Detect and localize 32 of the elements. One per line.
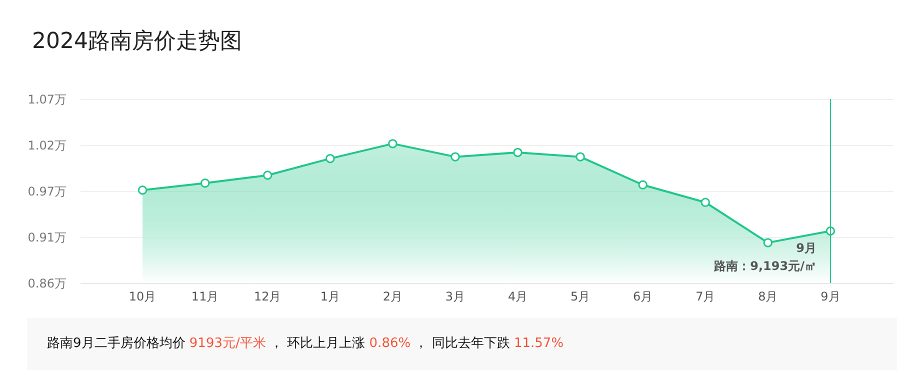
y-tick-label: 1.02万 (28, 138, 66, 152)
y-tick-label: 0.97万 (28, 184, 66, 198)
point (450, 152, 460, 162)
x-tick-label: 11月 (191, 290, 219, 304)
x-tick-label: 10月 (128, 290, 156, 304)
annotation: 9月 (796, 241, 816, 256)
x-tick-label: 12月 (254, 290, 282, 304)
point (388, 139, 398, 148)
x-tick-label: 9月 (820, 290, 840, 304)
y-tick-label: 0.86万 (28, 276, 66, 290)
x-tick-label: 6月 (633, 290, 653, 304)
point (262, 170, 272, 180)
point (200, 178, 210, 188)
chart-title: 2024路南房价走势图 (32, 29, 242, 54)
y-tick-label: 1.07万 (28, 92, 66, 106)
point (513, 148, 522, 158)
y-tick-label: 0.91万 (28, 230, 66, 244)
text: 路南9月二手房价格均价 9193元/平米 ， 环比上月上涨 0.86% ， 同比去年下跌 11.57% (47, 336, 564, 351)
x-tick-label: 8月 (758, 290, 778, 304)
x-tick-label: 1月 (320, 290, 340, 304)
point (763, 238, 773, 248)
annotation: 路南：9,193元/㎡ (713, 259, 816, 274)
x-tick-label: 3月 (445, 290, 466, 304)
point (138, 186, 148, 195)
x-tick-label: 4月 (508, 290, 528, 304)
x-tick-label: 7月 (696, 290, 716, 304)
x-tick-label: 5月 (570, 290, 590, 304)
point (638, 180, 648, 190)
point (576, 152, 585, 162)
point (326, 154, 335, 164)
point (700, 198, 710, 208)
x-tick-label: 2月 (382, 290, 403, 304)
